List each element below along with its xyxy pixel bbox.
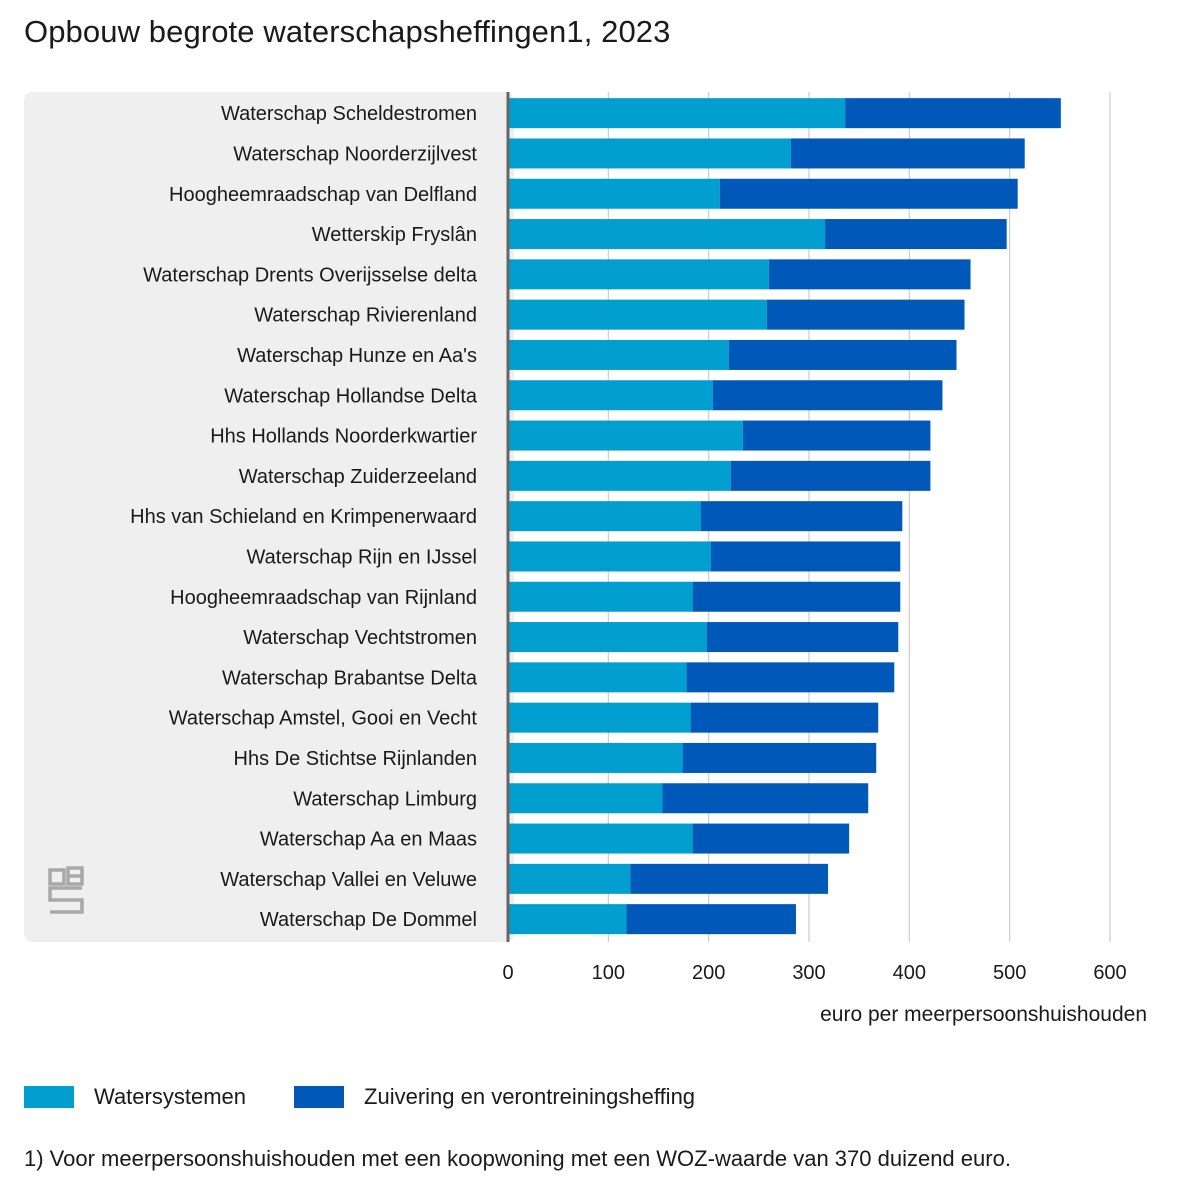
x-tick-label-100: 100 <box>592 962 625 984</box>
bar-zuivering[interactable] <box>692 581 901 612</box>
bar-zuivering[interactable] <box>692 823 850 854</box>
bar-watersystemen[interactable] <box>508 420 743 451</box>
bar-zuivering[interactable] <box>845 98 1061 129</box>
bar-watersystemen[interactable] <box>508 178 720 209</box>
category-label: Waterschap Drents Overijsselse delta <box>143 264 478 286</box>
category-label: Hoogheemraadschap van Rijnland <box>170 587 477 609</box>
category-label: Hhs van Schieland en Krimpenerwaard <box>130 506 477 528</box>
category-label: Waterschap Hollandse Delta <box>224 385 478 407</box>
bar-zuivering[interactable] <box>626 904 796 935</box>
category-label: Waterschap Hunze en Aa's <box>237 345 477 367</box>
bar-watersystemen[interactable] <box>508 501 701 532</box>
x-tick-label-200: 200 <box>692 962 725 984</box>
bar-watersystemen[interactable] <box>508 460 731 491</box>
bar-zuivering[interactable] <box>662 783 869 814</box>
bar-watersystemen[interactable] <box>508 541 711 572</box>
bar-zuivering[interactable] <box>712 380 943 411</box>
bar-watersystemen[interactable] <box>508 904 627 935</box>
bar-watersystemen[interactable] <box>508 702 691 733</box>
legend: Watersystemen Zuivering en verontreining… <box>24 1084 743 1110</box>
category-label: Waterschap Zuiderzeeland <box>239 466 477 488</box>
legend-label-watersystemen: Watersystemen <box>94 1084 247 1109</box>
bar-zuivering[interactable] <box>706 622 899 653</box>
bar-watersystemen[interactable] <box>508 783 663 814</box>
bar-watersystemen[interactable] <box>508 219 826 250</box>
legend-swatch-zuivering <box>294 1086 345 1108</box>
bar-zuivering[interactable] <box>825 219 1007 250</box>
x-axis-title: euro per meerpersoonshuishouden <box>820 1003 1147 1026</box>
category-label: Hhs Hollands Noorderkwartier <box>210 426 477 448</box>
category-label: Waterschap Rivierenland <box>254 305 477 327</box>
bar-zuivering[interactable] <box>682 742 877 773</box>
label-panel <box>24 92 514 942</box>
bar-zuivering[interactable] <box>742 420 931 451</box>
category-label: Waterschap Noorderzijlvest <box>233 143 477 165</box>
category-label: Hhs De Stichtse Rijnlanden <box>234 748 477 770</box>
bar-watersystemen[interactable] <box>508 823 693 854</box>
category-label: Waterschap Vechtstromen <box>243 627 477 649</box>
category-label: Hoogheemraadschap van Delfland <box>169 184 477 206</box>
legend-item-zuivering: Zuivering en verontreiningsheffing <box>294 1084 695 1110</box>
category-label: Waterschap Aa en Maas <box>260 829 477 851</box>
bar-watersystemen[interactable] <box>508 299 767 330</box>
bar-watersystemen[interactable] <box>508 339 729 370</box>
legend-item-watersystemen: Watersystemen <box>24 1084 246 1110</box>
x-tick-label-500: 500 <box>993 962 1026 984</box>
bar-watersystemen[interactable] <box>508 581 693 612</box>
bar-zuivering[interactable] <box>768 259 971 290</box>
bar-watersystemen[interactable] <box>508 138 791 169</box>
bar-watersystemen[interactable] <box>508 622 707 653</box>
category-label: Wetterskip Fryslân <box>312 224 477 246</box>
bar-watersystemen[interactable] <box>508 259 769 290</box>
bar-watersystemen[interactable] <box>508 98 846 129</box>
bar-zuivering[interactable] <box>710 541 901 572</box>
bar-watersystemen[interactable] <box>508 863 631 894</box>
bar-zuivering[interactable] <box>686 662 895 693</box>
category-label: Waterschap Amstel, Gooi en Vecht <box>169 708 478 730</box>
bar-watersystemen[interactable] <box>508 662 687 693</box>
category-label: Waterschap De Dommel <box>260 909 477 931</box>
bar-zuivering[interactable] <box>766 299 965 330</box>
legend-swatch-watersystemen <box>24 1086 74 1108</box>
chart-title: Opbouw begrote waterschapsheffingen1, 20… <box>24 14 671 49</box>
category-label: Waterschap Limburg <box>293 788 477 810</box>
bar-zuivering[interactable] <box>690 702 879 733</box>
x-tick-label-400: 400 <box>893 962 926 984</box>
bar-zuivering[interactable] <box>700 501 903 532</box>
legend-label-zuivering: Zuivering en verontreiningsheffing <box>364 1084 696 1109</box>
bar-watersystemen[interactable] <box>508 380 713 411</box>
bar-zuivering[interactable] <box>630 863 829 894</box>
bar-zuivering[interactable] <box>730 460 931 491</box>
bar-zuivering[interactable] <box>728 339 957 370</box>
x-tick-label-600: 600 <box>1093 962 1126 984</box>
footnote: 1) Voor meerpersoonshuishouden met een k… <box>24 1146 1011 1171</box>
category-label: Waterschap Scheldestromen <box>221 103 477 125</box>
cbs-logo <box>48 866 84 914</box>
bar-watersystemen[interactable] <box>508 742 683 773</box>
x-tick-label-300: 300 <box>792 962 825 984</box>
x-tick-label-0: 0 <box>502 962 513 984</box>
bar-zuivering[interactable] <box>790 138 1025 169</box>
category-label: Waterschap Brabantse Delta <box>222 667 478 689</box>
category-label: Waterschap Rijn en IJssel <box>247 546 477 568</box>
category-label: Waterschap Vallei en Veluwe <box>220 869 477 891</box>
bar-zuivering[interactable] <box>719 178 1018 209</box>
bar-chart: Waterschap Scheldestromen Waterschap Noor… <box>24 92 1147 1026</box>
